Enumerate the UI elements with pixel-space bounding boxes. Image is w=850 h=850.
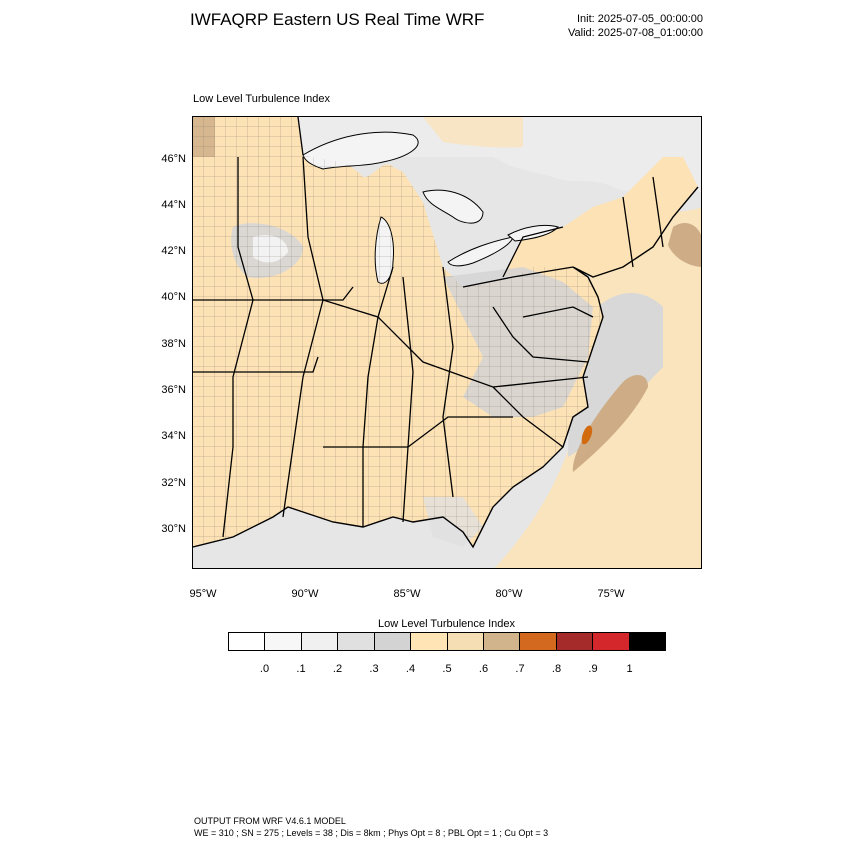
lake-huron bbox=[422, 189, 484, 224]
colorbar-tick-label: .0 bbox=[259, 663, 270, 675]
colorbar-tick-label: 1 bbox=[626, 663, 633, 675]
map-panel bbox=[192, 116, 702, 569]
lat-label-32: 32°N bbox=[161, 477, 186, 489]
gulf-of-maine-field bbox=[668, 223, 701, 267]
footer-model: OUTPUT FROM WRF V4.6.1 MODEL bbox=[194, 816, 346, 826]
colorbar-swatch bbox=[556, 633, 594, 650]
lat-label-34: 34°N bbox=[161, 430, 186, 442]
colorbar-swatch bbox=[265, 633, 302, 650]
colorbar-swatch bbox=[374, 633, 412, 650]
colorbar-swatch bbox=[483, 633, 521, 650]
county-lines bbox=[193, 117, 603, 547]
colorbar-swatch bbox=[229, 633, 266, 650]
lon-label-85: 85°W bbox=[393, 588, 421, 600]
colorbar-swatch bbox=[338, 633, 375, 650]
init-time: Init: 2025-07-05_00:00:00 bbox=[577, 13, 703, 25]
lat-label-46: 46°N bbox=[161, 153, 186, 165]
lon-label-75: 75°W bbox=[597, 588, 625, 600]
lake-erie bbox=[447, 236, 514, 267]
lat-label-44: 44°N bbox=[161, 199, 186, 211]
offshore-tan-field bbox=[572, 375, 648, 472]
lon-label-80: 80°W bbox=[495, 588, 523, 600]
colorbar-tick-label: .6 bbox=[478, 663, 489, 675]
colorbar-tick-label: .5 bbox=[442, 663, 452, 675]
colorbar-swatch bbox=[411, 633, 448, 650]
lat-label-40: 40°N bbox=[161, 291, 186, 303]
colorbar-tick-label: .8 bbox=[551, 663, 562, 675]
northeast-land bbox=[503, 157, 698, 277]
coastline bbox=[193, 186, 699, 549]
colorbar-title: Low Level Turbulence Index bbox=[378, 618, 515, 630]
canada-region bbox=[193, 117, 701, 192]
lat-label-38: 38°N bbox=[161, 338, 186, 350]
lat-label-42: 42°N bbox=[161, 245, 186, 257]
colorbar-tick-label: .3 bbox=[369, 663, 379, 675]
canada-tan-patch bbox=[423, 117, 523, 148]
colorbar bbox=[228, 632, 666, 651]
lat-label-30: 30°N bbox=[161, 523, 186, 535]
colorbar-tick-label: .1 bbox=[296, 663, 306, 675]
colorbar-swatch bbox=[593, 633, 630, 650]
map-svg bbox=[193, 117, 701, 568]
colorbar-tick-label: .2 bbox=[332, 663, 343, 675]
colorbar-tick-label: .9 bbox=[588, 663, 598, 675]
map-subtitle: Low Level Turbulence Index bbox=[193, 93, 330, 105]
colorbar-swatch bbox=[447, 633, 484, 650]
lake-ontario bbox=[507, 224, 559, 242]
page-title: IWFAQRP Eastern US Real Time WRF bbox=[190, 10, 485, 29]
colorbar-swatch bbox=[629, 633, 666, 650]
colorbar-swatch bbox=[301, 633, 339, 650]
valid-time: Valid: 2025-07-08_01:00:00 bbox=[568, 27, 703, 39]
colorbar-tick-label: .4 bbox=[405, 663, 416, 675]
colorbar-swatch bbox=[520, 633, 557, 650]
footer-config: WE = 310 ; SN = 275 ; Levels = 38 ; Dis … bbox=[194, 828, 549, 838]
lon-label-95: 95°W bbox=[189, 588, 217, 600]
lat-label-36: 36°N bbox=[161, 384, 186, 396]
state-borders bbox=[193, 117, 664, 538]
offshore-orange-field bbox=[581, 425, 593, 445]
lon-label-90: 90°W bbox=[291, 588, 319, 600]
colorbar-tick-label: .7 bbox=[515, 663, 525, 675]
